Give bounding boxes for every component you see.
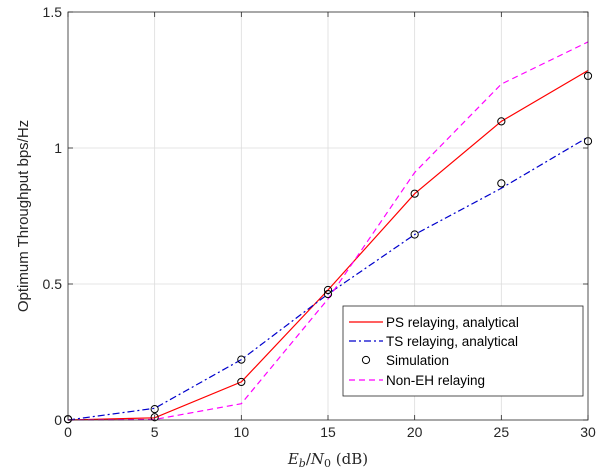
x-tick-label: 25 — [494, 424, 510, 440]
legend-label-simulation: Simulation — [386, 353, 449, 368]
x-axis-label-unit: (dB) — [331, 450, 368, 468]
simulation-point — [323, 285, 333, 295]
tick-group: 0 5 10 15 20 25 30 0 0.5 1 1.5 — [43, 4, 596, 440]
simulation-point — [497, 117, 506, 126]
legend-marker-simulation — [361, 355, 371, 365]
x-axis-label-zero-subscript: 0 — [324, 457, 331, 470]
simulation-point — [150, 405, 159, 414]
x-tick-label: 20 — [407, 424, 423, 440]
simulation-point — [410, 230, 419, 239]
y-tick-label: 0 — [54, 412, 62, 428]
x-tick-label: 30 — [580, 424, 596, 440]
simulation-point — [410, 189, 419, 198]
simulation-point — [323, 289, 333, 299]
x-axis-label-e: E — [287, 450, 299, 468]
x-axis-label: Eb/N0 (dB) — [287, 450, 368, 470]
y-tick-label: 0.5 — [43, 276, 63, 292]
y-tick-label: 1 — [54, 140, 62, 156]
simulation-point — [237, 377, 246, 387]
simulation-point — [497, 179, 506, 188]
y-axis-label: Optimum Throughput bps/Hz — [15, 120, 32, 312]
x-tick-label: 0 — [64, 424, 72, 440]
series-line — [67, 41, 589, 421]
x-axis-label-n: N — [310, 450, 325, 468]
y-tick-label: 1.5 — [43, 4, 63, 20]
x-tick-label: 15 — [320, 424, 336, 440]
legend-label-non-eh: Non-EH relaying — [386, 373, 485, 388]
x-axis-label-b-subscript: b — [299, 457, 306, 470]
x-axis-label-slash: / — [306, 450, 312, 468]
legend-label-ts: TS relaying, analytical — [386, 334, 518, 349]
simulation-point — [237, 355, 246, 364]
legend-label-ps: PS relaying, analytical — [386, 315, 519, 330]
x-tick-label: 5 — [151, 424, 159, 440]
legend-box — [342, 305, 584, 397]
x-tick-label: 10 — [234, 424, 250, 440]
legend: PS relaying, analytical TS relaying, ana… — [342, 305, 584, 397]
grid — [68, 12, 588, 420]
simulation-point — [150, 413, 159, 422]
